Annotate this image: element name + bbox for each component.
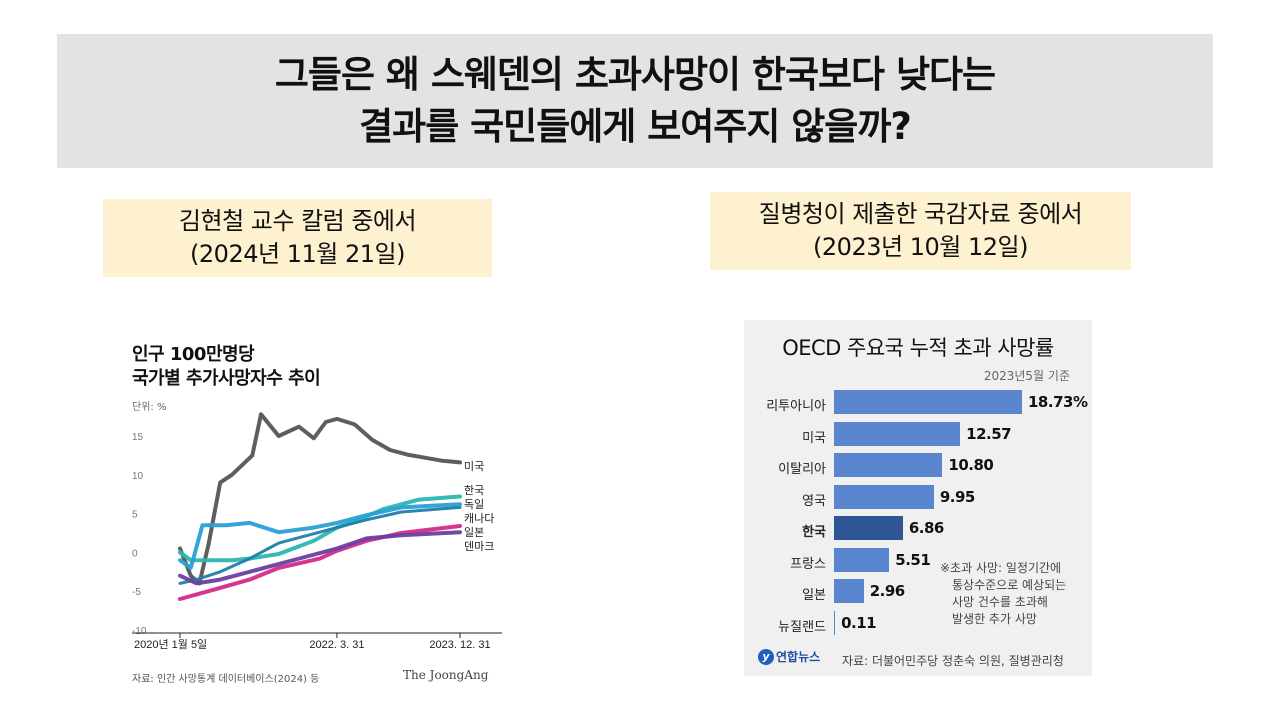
bar-row: 프랑스 5.51: [744, 547, 1092, 574]
series-label-미국: 미국: [464, 460, 484, 473]
bar-category-label: 프랑스: [790, 556, 826, 572]
line-chart-title-1: 인구 100만명당: [132, 344, 255, 365]
bar-chart-title: OECD 주요국 누적 초과 사망률: [782, 336, 1054, 360]
line-chart-unit: 단위: %: [132, 402, 167, 413]
yonhap-logo-text: 연합뉴스: [776, 650, 821, 664]
left-source-label: 김현철 교수 칼럼 중에서 (2024년 11월 21일): [103, 199, 492, 277]
y-tick-label: -10: [132, 626, 147, 637]
series-label-한국: 한국: [464, 484, 484, 497]
bar-category-label: 리투아니아: [766, 399, 826, 414]
bar-category-label: 미국: [802, 430, 826, 446]
oecd-excess-mortality-bar-chart: OECD 주요국 누적 초과 사망률 2023년5월 기준 리투아니아 18.73…: [744, 320, 1092, 676]
bar-category-label: 뉴질랜드: [778, 619, 826, 635]
excess-deaths-line-chart: 인구 100만명당 국가별 추가사망자수 추이 단위: % 15 10 5 0 -5 -1…: [120, 328, 505, 693]
x-tick-label: 2023. 12. 31: [429, 639, 490, 651]
series-label-덴마크: 덴마크: [464, 540, 494, 553]
note-line-1: ※초과 사망: 일정기간에: [940, 561, 1062, 575]
bar-row: 뉴질랜드 0.11: [744, 610, 1092, 637]
series-label-캐나다: 캐나다: [464, 512, 494, 525]
bar-value-label: 2.96: [869, 582, 906, 600]
y-tick-label: 10: [132, 471, 144, 482]
series-label-독일: 독일: [464, 497, 484, 511]
y-tick-label: -5: [132, 587, 141, 598]
bar-value-label: 6.86: [908, 519, 945, 537]
y-tick-label: 15: [132, 432, 144, 443]
headline-line-2: 결과를 국민들에게 보여주지 않을까?: [359, 105, 912, 148]
bar-value-label: 12.57: [966, 424, 1012, 443]
bar-value-label: 0.11: [841, 613, 877, 632]
bar-row: 일본 2.96: [744, 579, 1092, 605]
bar: [834, 390, 1022, 414]
bar-value-label: 18.73%: [1028, 393, 1088, 411]
yonhap-logo-icon: y: [758, 648, 774, 665]
bar: [834, 484, 934, 509]
right-source-label: 질병청이 제출한 국감자료 중에서 (2023년 10월 12일): [710, 192, 1131, 270]
series-line-덴마크: [178, 530, 462, 586]
bar: [834, 453, 943, 477]
bar-category-label: 이탈리아: [778, 462, 826, 477]
line-chart-title-2: 국가별 추가사망자수 추이: [132, 368, 321, 389]
left-label-line-1: 김현철 교수 칼럼 중에서: [178, 207, 417, 235]
bar: [834, 547, 890, 572]
excess-death-note: ※초과 사망: 일정기간에 통상수준으로 예상되는 사망 건수를 초과해 발생한…: [940, 560, 1066, 628]
y-tick-label: 0: [132, 548, 138, 559]
bar-row: 이탈리아 10.80: [744, 453, 1092, 479]
series-line-미국: [178, 412, 462, 586]
y-tick-label: 5: [132, 510, 138, 521]
bar-category-label: 일본: [802, 588, 826, 603]
bar-row: 한국 6.86: [744, 516, 1092, 542]
note-line-3: 사망 건수를 초과해: [952, 595, 1048, 609]
series-line-캐나다: [178, 505, 462, 585]
bar-row: 영국 9.95: [744, 484, 1092, 511]
bar-value-label: 9.95: [939, 487, 976, 506]
bar-category-label: 영국: [802, 493, 826, 509]
bar: [834, 579, 864, 603]
series-line-한국: [178, 494, 462, 563]
bar-category-label: 한국: [802, 525, 826, 540]
x-tick-label: 2022. 3. 31: [309, 639, 364, 651]
x-tick-label: 2020년 1월 5일: [134, 637, 207, 651]
bar: [834, 421, 961, 446]
series-line-독일: [178, 502, 462, 570]
bar-chart-source: 자료: 더불어민주당 정춘숙 의원, 질병관리청: [842, 654, 1064, 668]
series-label-일본: 일본: [464, 525, 484, 539]
bar-row: 리투아니아 18.73%: [744, 390, 1092, 416]
bar: [834, 610, 836, 635]
bar-chart-date: 2023년5월 기준: [983, 369, 1070, 383]
note-line-2: 통상수준으로 예상되는: [952, 578, 1067, 592]
headline-line-1: 그들은 왜 스웨덴의 초과사망이 한국보다 낮다는: [274, 53, 996, 96]
yonhap-logo: y 연합뉴스: [758, 648, 820, 665]
bar-value-label: 5.51: [895, 550, 931, 569]
right-label-line-1: 질병청이 제출한 국감자료 중에서: [758, 200, 1083, 228]
bar-row: 미국 12.57: [744, 421, 1092, 448]
bar: [834, 516, 903, 540]
line-chart-source: 자료: 인간 사망통계 데이터베이스(2024) 등: [132, 674, 320, 685]
headline-banner: 그들은 왜 스웨덴의 초과사망이 한국보다 낮다는 결과를 국민들에게 보여주지…: [57, 34, 1213, 168]
right-label-line-2: (2023년 10월 12일): [813, 233, 1028, 261]
bar-value-label: 10.80: [948, 456, 994, 474]
note-line-4: 발생한 추가 사망: [952, 612, 1037, 626]
joongang-logo: The JoongAng: [403, 668, 489, 682]
left-label-line-2: (2024년 11월 21일): [190, 240, 405, 268]
